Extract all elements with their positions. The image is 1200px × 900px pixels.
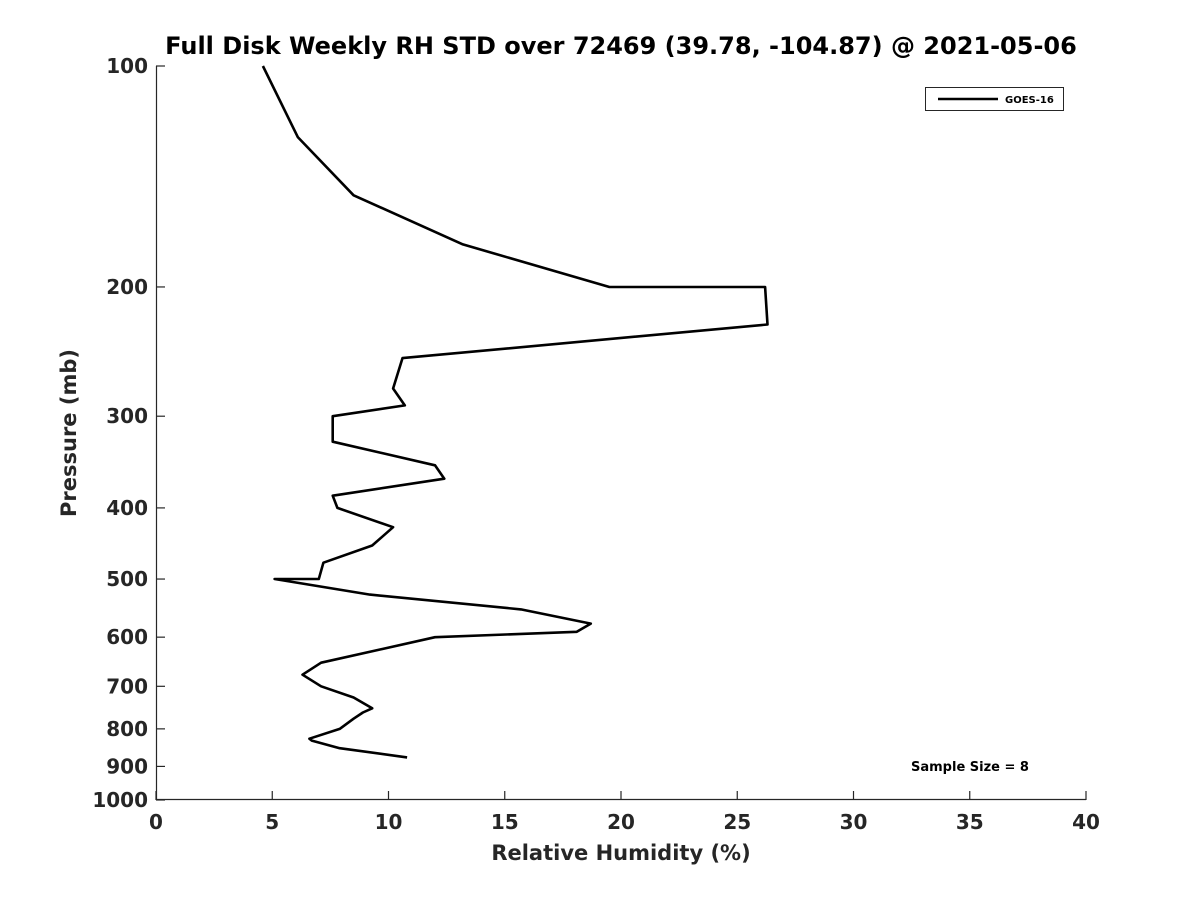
y-axis-label: Pressure (mb)	[57, 349, 81, 517]
x-tick-label: 20	[607, 810, 635, 834]
x-axis-label: Relative Humidity (%)	[491, 841, 750, 865]
x-tick-label: 35	[956, 810, 984, 834]
y-tick-label: 300	[106, 404, 148, 428]
x-tick-label: 5	[265, 810, 279, 834]
y-tick-label: 500	[106, 567, 148, 591]
y-ticks: 100 200 300 400 500 600 700 800 900 1000	[92, 54, 165, 812]
chart-title: Full Disk Weekly RH STD over 72469 (39.7…	[165, 32, 1077, 60]
y-tick-label: 400	[106, 496, 148, 520]
y-tick-label: 800	[106, 717, 148, 741]
y-tick-label: 900	[106, 754, 148, 778]
x-tick-label: 0	[149, 810, 163, 834]
y-tick-label: 200	[106, 275, 148, 299]
x-ticks: 0 5 10 15 20 25 30 35 40	[149, 791, 1100, 834]
legend: GOES-16	[925, 87, 1064, 111]
y-tick-label: 100	[106, 54, 148, 78]
x-tick-label: 25	[723, 810, 751, 834]
x-tick-label: 40	[1072, 810, 1100, 834]
sample-size-annotation: Sample Size = 8	[911, 760, 1029, 775]
legend-entry-goes-16: GOES-16	[1005, 95, 1054, 106]
x-tick-label: 10	[375, 810, 403, 834]
y-tick-label: 1000	[92, 788, 148, 812]
y-tick-label: 700	[106, 674, 148, 698]
series-line-goes-16	[261, 65, 769, 759]
y-tick-label: 600	[106, 625, 148, 649]
x-tick-label: 30	[840, 810, 868, 834]
x-tick-label: 15	[491, 810, 519, 834]
series-layer	[261, 65, 769, 759]
axes	[155, 66, 1086, 801]
